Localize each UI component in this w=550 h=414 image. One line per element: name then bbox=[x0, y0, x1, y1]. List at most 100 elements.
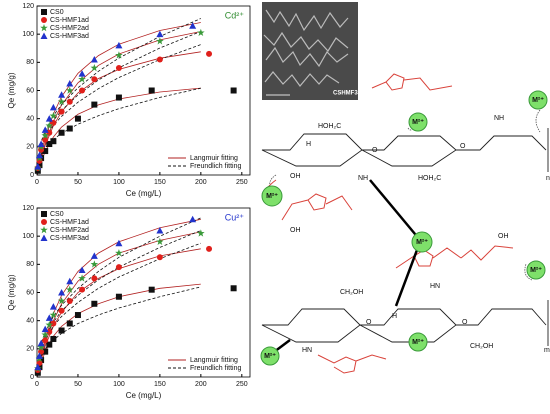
x-tick-label: 150 bbox=[154, 381, 166, 388]
y-tick-label: 20 bbox=[26, 346, 34, 353]
point bbox=[206, 245, 213, 252]
y-tick-label: 40 bbox=[26, 116, 34, 123]
y-axis-title: Qe (mg/g) bbox=[7, 274, 16, 310]
point bbox=[57, 296, 66, 305]
point bbox=[189, 22, 197, 29]
point bbox=[156, 237, 164, 246]
y-tick-label: 60 bbox=[26, 87, 34, 94]
group-label: OH bbox=[290, 173, 301, 180]
x-tick-label: 100 bbox=[113, 381, 125, 388]
point bbox=[115, 249, 123, 257]
x-tick-label: 250 bbox=[236, 381, 248, 388]
group-label: HN bbox=[430, 283, 440, 290]
point bbox=[36, 162, 43, 169]
point bbox=[115, 41, 123, 49]
y-tick-label: 100 bbox=[22, 31, 34, 38]
point bbox=[79, 87, 86, 94]
point bbox=[50, 335, 57, 342]
legend-marker bbox=[40, 226, 48, 234]
point bbox=[78, 266, 86, 273]
point bbox=[206, 50, 213, 57]
annotation: Cu²⁺ bbox=[225, 212, 245, 222]
y-axis-title: Qe (mg/g) bbox=[7, 72, 16, 108]
legend-marker bbox=[40, 234, 48, 241]
group-label: CH₂OH bbox=[340, 289, 363, 296]
point bbox=[66, 277, 74, 285]
legend-label: CS-HMF2ad bbox=[50, 227, 89, 234]
x-tick-label: 50 bbox=[74, 381, 82, 388]
point bbox=[156, 227, 164, 234]
group-label: HOH₂C bbox=[318, 123, 341, 130]
point bbox=[50, 320, 57, 327]
point bbox=[46, 341, 53, 348]
repeat-label: m bbox=[544, 347, 550, 354]
point bbox=[37, 339, 45, 347]
point bbox=[197, 28, 205, 36]
point bbox=[34, 163, 42, 170]
ion-label: M²⁺ bbox=[266, 193, 278, 200]
point bbox=[78, 274, 86, 282]
point bbox=[35, 151, 43, 159]
sem-image: CSHMF3ad bbox=[262, 2, 365, 100]
point bbox=[49, 111, 58, 120]
point bbox=[91, 101, 98, 108]
x-tick-label: 250 bbox=[236, 179, 248, 186]
point bbox=[45, 115, 53, 122]
point bbox=[115, 64, 122, 71]
point bbox=[115, 51, 123, 59]
point bbox=[58, 289, 66, 296]
group-label: O bbox=[460, 143, 466, 150]
point bbox=[230, 285, 237, 292]
group-label: HOH₂C bbox=[418, 175, 441, 182]
point bbox=[58, 327, 65, 334]
point bbox=[74, 312, 81, 319]
point bbox=[41, 131, 49, 139]
legend-label: Langmuir fitting bbox=[190, 155, 238, 162]
point bbox=[42, 148, 49, 155]
y-tick-label: 120 bbox=[22, 3, 34, 10]
ion-label: M²⁺ bbox=[412, 339, 424, 346]
point bbox=[91, 76, 98, 83]
y-tick-label: 120 bbox=[22, 205, 34, 212]
point bbox=[46, 129, 53, 136]
x-tick-label: 200 bbox=[195, 381, 207, 388]
point bbox=[156, 30, 164, 38]
legend-label: CS-HMF1ad bbox=[50, 219, 89, 226]
group-label: O bbox=[372, 147, 378, 154]
point bbox=[65, 285, 74, 293]
point bbox=[156, 254, 163, 261]
point bbox=[115, 94, 122, 101]
structure-diagram: M²⁺ M²⁺ M²⁺ M²⁺ M²⁺ M²⁺ M²⁺ HOH₂C HOH₂C … bbox=[260, 73, 550, 374]
legend-marker bbox=[41, 9, 47, 15]
legend-label: Langmuir fitting bbox=[190, 357, 238, 364]
annotation: Cd²⁺ bbox=[225, 10, 245, 20]
point bbox=[189, 215, 197, 223]
point bbox=[230, 87, 237, 94]
group-label: HN bbox=[302, 347, 312, 354]
ion-label: M²⁺ bbox=[416, 239, 428, 246]
group-label: O bbox=[366, 319, 372, 326]
group-label: O bbox=[462, 319, 468, 326]
y-tick-label: 80 bbox=[26, 59, 34, 66]
point bbox=[74, 115, 81, 122]
legend-label: Freundlich fitting bbox=[190, 163, 241, 170]
x-tick-label: 50 bbox=[74, 179, 82, 186]
point bbox=[42, 348, 49, 355]
point bbox=[148, 87, 155, 94]
legend-marker bbox=[41, 211, 47, 217]
point bbox=[90, 252, 98, 259]
point bbox=[90, 63, 99, 72]
x-tick-label: 200 bbox=[195, 179, 207, 186]
point bbox=[41, 325, 49, 333]
repeat-label: n bbox=[546, 175, 550, 182]
image-caption: CSHMF3ad bbox=[333, 91, 365, 97]
group-label: OH bbox=[498, 233, 509, 240]
group-label: NH bbox=[494, 115, 504, 122]
point bbox=[42, 337, 49, 344]
point bbox=[46, 141, 53, 148]
legend-marker bbox=[40, 24, 48, 32]
point bbox=[66, 79, 74, 87]
y-tick-label: 20 bbox=[26, 144, 34, 151]
point bbox=[115, 293, 122, 300]
point bbox=[65, 86, 74, 94]
